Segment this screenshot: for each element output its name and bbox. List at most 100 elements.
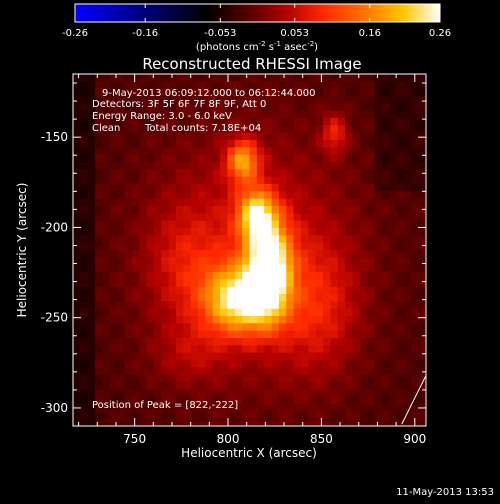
heatmap-cell: [109, 316, 118, 324]
heatmap-cell: [131, 118, 140, 126]
heatmap-cell: [359, 264, 368, 273]
heatmap-cell: [323, 213, 331, 222]
heatmap-cell: [190, 220, 199, 229]
heatmap-cell: [87, 418, 96, 426]
heatmap-cell: [80, 103, 89, 112]
heatmap-cell: [396, 286, 405, 295]
heatmap-cell: [168, 125, 177, 134]
heatmap-cell: [198, 242, 206, 251]
heatmap-cell: [381, 191, 390, 200]
heatmap-cell: [411, 374, 420, 383]
heatmap-cell: [352, 154, 361, 163]
heatmap-cell: [367, 74, 376, 82]
heatmap-cell: [256, 316, 265, 324]
heatmap-cell: [418, 198, 426, 207]
heatmap-cell: [234, 110, 243, 119]
axis-ticks: 750 800 850 900-150-200-250-300: [41, 74, 426, 446]
heatmap-cell: [175, 162, 184, 170]
heatmap-cell: [323, 81, 331, 90]
heatmap-cell: [146, 279, 155, 288]
heatmap-cell: [352, 374, 361, 383]
heatmap-cell: [411, 220, 420, 229]
heatmap-cell: [367, 110, 376, 119]
heatmap-cell: [345, 235, 354, 244]
heatmap-cell: [95, 418, 104, 426]
heatmap-cell: [168, 257, 177, 266]
heatmap-cell: [359, 323, 368, 332]
heatmap-cell: [249, 418, 258, 426]
heatmap-cell: [146, 96, 155, 104]
heatmap-cell: [87, 191, 96, 200]
heatmap-cell: [234, 272, 243, 280]
heatmap-cell: [374, 220, 383, 229]
heatmap-cell: [117, 213, 126, 222]
heatmap-cell: [359, 198, 368, 207]
heatmap-cell: [249, 242, 258, 251]
heatmap-cell: [359, 118, 368, 126]
heatmap-cell: [131, 374, 140, 383]
heatmap-cell: [396, 294, 405, 302]
heatmap-cell: [323, 316, 331, 324]
heatmap-cell: [220, 118, 229, 126]
heatmap-cell: [109, 360, 118, 368]
heatmap-cell: [175, 272, 184, 280]
heatmap-cell: [359, 162, 368, 170]
heatmap-cell: [345, 184, 354, 192]
heatmap-cell: [109, 374, 118, 383]
heatmap-cell: [234, 147, 243, 156]
heatmap-cell: [411, 279, 420, 288]
heatmap-cell: [220, 110, 229, 119]
heatmap-cell: [264, 374, 273, 383]
heatmap-cell: [256, 220, 265, 229]
heatmap-cell: [411, 272, 420, 280]
heatmap-cell: [396, 272, 405, 280]
heatmap-cell: [124, 184, 133, 192]
heatmap-cell: [161, 250, 170, 258]
heatmap-cell: [381, 323, 390, 332]
heatmap-cell: [403, 411, 412, 420]
heatmap-cell: [161, 374, 170, 383]
heatmap-cell: [293, 396, 302, 405]
heatmap-cell: [256, 184, 265, 192]
heatmap-cell: [205, 389, 214, 398]
heatmap-cell: [161, 198, 170, 207]
heatmap-cell: [220, 360, 229, 368]
heatmap-cell: [330, 316, 339, 324]
heatmap-cell: [323, 140, 331, 148]
heatmap-cell: [403, 147, 412, 156]
heatmap-cell: [323, 184, 331, 192]
heatmap-cell: [337, 162, 346, 170]
heatmap-cell: [374, 184, 383, 192]
heatmap-cell: [367, 103, 376, 112]
heatmap-cell: [87, 257, 96, 266]
heatmap-cell: [337, 264, 346, 273]
heatmap-cell: [161, 176, 170, 185]
heatmap-cell: [73, 154, 81, 163]
heatmap-cell: [367, 118, 376, 126]
heatmap-cell: [337, 88, 346, 97]
heatmap-cell: [183, 206, 192, 214]
heatmap-cell: [124, 367, 133, 376]
heatmap-cell: [139, 323, 148, 332]
heatmap-cell: [198, 338, 206, 346]
heatmap-cell: [352, 176, 361, 185]
heatmap-cell: [300, 81, 309, 90]
heatmap-cell: [168, 88, 177, 97]
heatmap-cell: [175, 418, 184, 426]
heatmap-cell: [264, 147, 273, 156]
heatmap-cell: [381, 367, 390, 376]
heatmap-cell: [352, 404, 361, 412]
heatmap-cell: [205, 110, 214, 119]
heatmap-cell: [227, 250, 236, 258]
heatmap-cell: [389, 184, 398, 192]
heatmap-cell: [403, 140, 412, 148]
heatmap-cell: [293, 154, 302, 163]
heatmap-cell: [242, 360, 251, 368]
heatmap-cell: [146, 330, 155, 339]
heatmap-cell: [278, 103, 287, 112]
heatmap-cell: [146, 308, 155, 317]
heatmap-cell: [102, 96, 111, 104]
heatmap-cell: [330, 96, 339, 104]
heatmap-cell: [300, 184, 309, 192]
heatmap-cell: [418, 88, 426, 97]
